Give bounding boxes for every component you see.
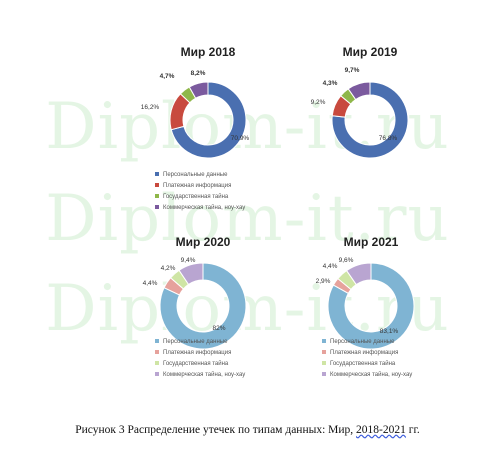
data-label: 4,2% — [161, 265, 176, 272]
legend-label: Персональные данные — [163, 172, 228, 178]
legend-swatch — [155, 350, 159, 354]
legend-swatch — [155, 361, 159, 365]
legend-label: Коммерческая тайна, ноу-хау — [163, 371, 245, 378]
watermark-2: Diplom-it.ru — [45, 182, 450, 256]
legend-swatch — [322, 372, 326, 376]
data-label: 8,2% — [191, 70, 206, 77]
pie-slice — [159, 262, 247, 350]
pie-slice — [178, 262, 204, 286]
legend-swatch — [155, 205, 159, 209]
data-label: 16,2% — [141, 104, 160, 111]
caption-years: 2018-2021 — [356, 424, 406, 436]
legend-swatch — [322, 361, 326, 365]
legend-label: Государственная тайна — [330, 360, 396, 367]
data-label: 82% — [212, 325, 225, 332]
pie-slice — [347, 81, 371, 101]
data-label: 83,1% — [380, 328, 399, 335]
legend-label: Коммерческая тайна, ноу-хау — [330, 371, 412, 378]
legend-label: Государственная тайна — [163, 360, 229, 367]
legend-swatch — [155, 194, 159, 198]
pie-slice — [188, 81, 209, 99]
data-label: 2,9% — [316, 278, 331, 285]
caption-text: Рисунок 3 Распределение утечек по типам … — [75, 424, 354, 436]
legend-label: Персональные данные — [330, 339, 395, 345]
data-label: 9,2% — [311, 99, 326, 106]
legend-swatch — [155, 172, 159, 176]
legend-swatch — [155, 183, 159, 187]
pie-slice — [327, 262, 415, 350]
pie-slice — [345, 262, 372, 286]
data-label: 4,4% — [143, 280, 158, 287]
legend-label: Платежная информация — [163, 350, 231, 356]
data-label: 9,4% — [181, 257, 196, 264]
legend-label: Государственная тайна — [163, 193, 229, 200]
legend-label: Персональные данные — [163, 339, 228, 345]
caption-suffix: гг. — [408, 424, 420, 436]
legend-swatch — [155, 372, 159, 376]
data-label: 4,7% — [160, 73, 175, 80]
chart-title: Мир 2021 — [344, 235, 399, 249]
chart-title: Мир 2018 — [181, 45, 236, 59]
data-label: 9,7% — [345, 67, 360, 74]
legend-swatch — [322, 339, 326, 343]
figure-caption: Рисунок 3 Распределение утечек по типам … — [0, 424, 495, 436]
chart-title: Мир 2019 — [343, 45, 398, 59]
legend-label: Коммерческая тайна, ноу-хау — [163, 204, 245, 211]
legend-label: Платежная информация — [163, 183, 231, 189]
data-label: 70,9% — [231, 135, 250, 142]
legend-label: Платежная информация — [330, 350, 398, 356]
pie-slice — [170, 81, 247, 159]
data-label: 76,8% — [379, 135, 398, 142]
legend-swatch — [155, 339, 159, 343]
legend-swatch — [322, 350, 326, 354]
data-label: 4,4% — [323, 263, 338, 270]
data-label: 9,6% — [339, 257, 354, 264]
pie-slice — [331, 81, 409, 159]
data-label: 4,3% — [323, 80, 338, 87]
chart-title: Мир 2020 — [176, 235, 231, 249]
